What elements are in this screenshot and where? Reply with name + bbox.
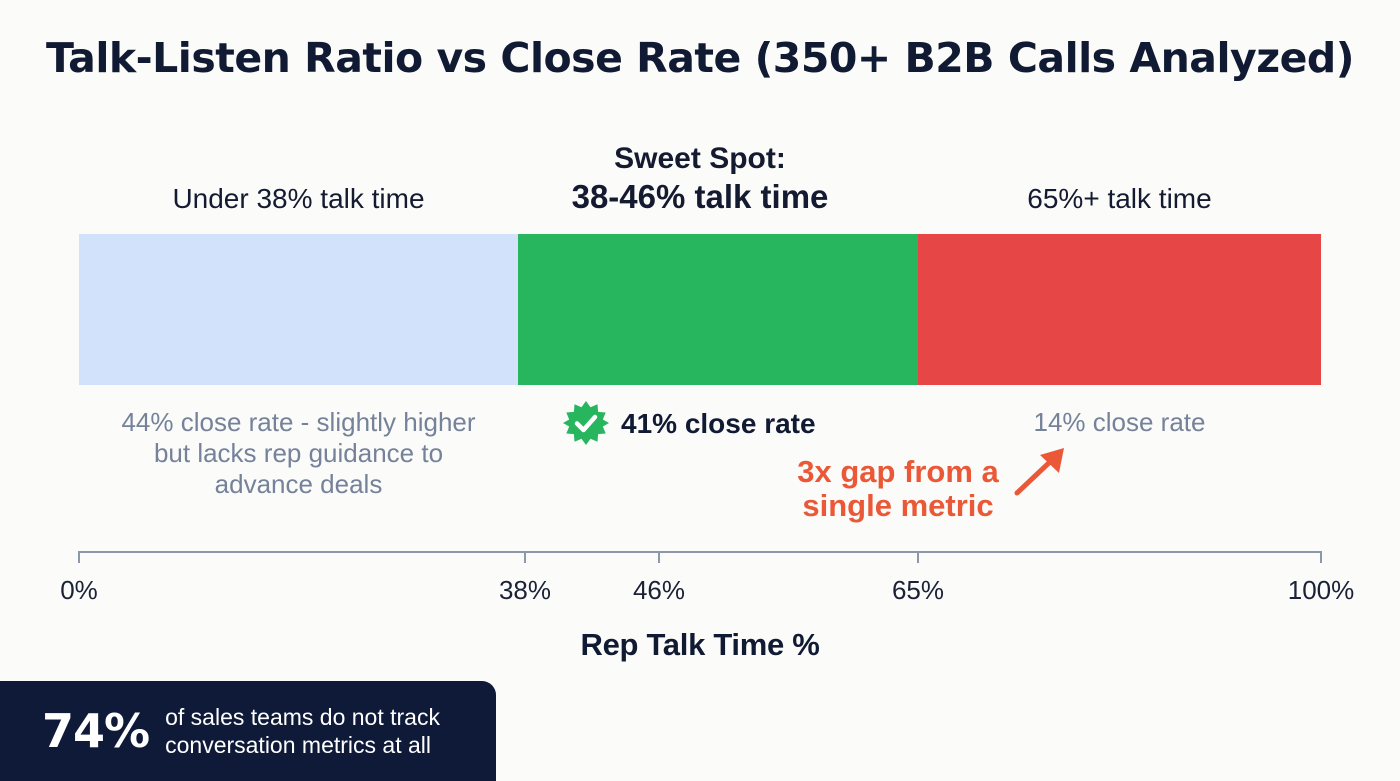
bar-segment-low <box>79 234 518 385</box>
sweet-spot-title: Sweet Spot: <box>614 142 786 175</box>
x-axis-tick-label: 65% <box>891 575 945 605</box>
bar-segment-sweet-spot <box>518 234 918 385</box>
x-axis-line <box>79 551 1321 553</box>
x-axis-tick-0 <box>78 551 80 563</box>
x-axis-tick-label: 0% <box>60 575 98 605</box>
callout-line1: 3x gap from a <box>797 454 999 489</box>
x-axis-tick-label: 100% <box>1287 575 1355 605</box>
x-axis-tick-46 <box>658 551 660 563</box>
stat-line1: of sales teams do not track <box>165 704 440 730</box>
x-axis-tick-100 <box>1320 551 1322 563</box>
arrow-up-right-icon <box>1012 443 1068 497</box>
chart-title: Talk-Listen Ratio vs Close Rate (350+ B2… <box>45 34 1355 82</box>
segment-label-high: 65%+ talk time <box>1027 183 1212 214</box>
note-high: 14% close rate <box>1033 407 1206 437</box>
note-sweet-spot: 41% close rate <box>563 400 816 446</box>
verified-badge-icon <box>563 400 609 446</box>
stat-line2: conversation metrics at all <box>165 732 431 758</box>
note-low-line2: but lacks rep guidance to <box>153 438 444 468</box>
bar-segment-high <box>918 234 1321 385</box>
stat-callout-box: 74% of sales teams do not track conversa… <box>0 681 496 781</box>
stat-value: 74% <box>42 704 150 758</box>
note-sweet-spot-text: 41% close rate <box>621 407 816 439</box>
note-low-line1: 44% close rate - slightly higher <box>121 407 476 437</box>
callout-line2: single metric <box>802 488 994 523</box>
x-axis-tick-label: 38% <box>498 575 552 605</box>
callout-gap: 3x gap from a single metric <box>778 455 1018 523</box>
segment-label-low: Under 38% talk time <box>172 183 425 214</box>
note-low: 44% close rate - slightly higher but lac… <box>79 407 518 500</box>
x-axis-tick-label: 46% <box>632 575 686 605</box>
x-axis-title: Rep Talk Time % <box>580 627 820 662</box>
stat-description: of sales teams do not track conversation… <box>165 703 440 759</box>
x-axis-tick-65 <box>917 551 919 563</box>
segment-label-sweet-spot: Sweet Spot: 38-46% talk time <box>500 140 900 216</box>
x-axis-tick-38 <box>524 551 526 563</box>
sweet-spot-range: 38-46% talk time <box>571 178 829 215</box>
note-low-line3: advance deals <box>214 469 383 499</box>
